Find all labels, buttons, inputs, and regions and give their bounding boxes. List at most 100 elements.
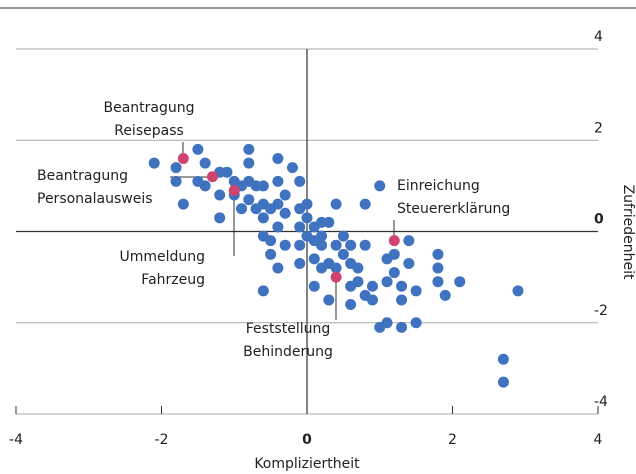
point [228, 184, 240, 196]
point [454, 276, 466, 288]
point [410, 285, 422, 297]
point [272, 153, 284, 164]
point [243, 194, 255, 206]
point [243, 143, 255, 155]
point [381, 276, 393, 288]
point [199, 157, 211, 169]
point [294, 175, 306, 187]
point [403, 235, 415, 247]
point [359, 239, 371, 251]
point [396, 321, 408, 333]
point [432, 248, 444, 260]
point [403, 257, 415, 269]
point [286, 162, 298, 174]
y-tick-label: 4 [594, 29, 603, 45]
annotation: Feststellung [246, 321, 331, 337]
point [388, 235, 400, 247]
point [381, 317, 393, 329]
x-tick-label: 4 [594, 432, 603, 448]
point [308, 253, 320, 265]
point [316, 239, 328, 251]
point [236, 203, 248, 215]
point [301, 212, 313, 224]
point [432, 276, 444, 288]
x-tick-label: 0 [302, 432, 312, 448]
annotation: Reisepass [114, 123, 184, 139]
point [337, 248, 349, 260]
point [265, 248, 277, 260]
point [396, 294, 408, 306]
point [352, 262, 364, 274]
point [330, 239, 342, 251]
annotation: Steuererklärung [397, 201, 510, 217]
annotation: Fahrzeug [141, 272, 205, 288]
point [279, 207, 291, 219]
point [352, 276, 364, 288]
point [177, 198, 189, 210]
point [345, 299, 357, 310]
point [301, 198, 313, 210]
point [272, 221, 284, 233]
point [345, 239, 357, 251]
annotation: Beantragung [103, 100, 194, 116]
point [221, 166, 233, 178]
y-tick-label: 0 [594, 212, 604, 228]
point [214, 189, 226, 201]
point [294, 221, 306, 233]
point [206, 171, 218, 183]
point [316, 230, 328, 242]
y-tick-label: -4 [594, 394, 608, 410]
x-tick-label: -2 [155, 432, 169, 448]
y-tick-label: 2 [594, 120, 603, 136]
point [439, 289, 451, 301]
point [497, 353, 509, 365]
point [366, 280, 378, 292]
point [330, 271, 342, 283]
annotation: Einreichung [397, 178, 480, 194]
point [374, 180, 386, 192]
point [294, 257, 306, 269]
point [410, 317, 422, 329]
y-tick-label: -2 [594, 303, 608, 319]
point [388, 267, 400, 279]
point [432, 262, 444, 274]
x-tick-label: -4 [9, 432, 23, 448]
point [330, 262, 342, 274]
point [279, 189, 291, 201]
point [272, 198, 284, 210]
point [497, 376, 509, 388]
point [199, 180, 211, 192]
point [396, 280, 408, 292]
point [170, 162, 182, 174]
point [192, 143, 204, 155]
annotation: Beantragung [37, 168, 128, 184]
point [337, 230, 349, 242]
point [512, 285, 524, 297]
x-tick-label: 2 [448, 432, 457, 448]
point [177, 153, 189, 164]
annotation: Personalausweis [37, 191, 153, 207]
point [272, 175, 284, 187]
point [294, 239, 306, 251]
point [323, 294, 335, 306]
point [359, 198, 371, 210]
point [243, 157, 255, 169]
point [330, 198, 342, 210]
point [279, 239, 291, 251]
point [272, 262, 284, 274]
point [366, 294, 378, 306]
x-axis-label: Kompliziertheit [254, 456, 360, 472]
point [323, 216, 335, 228]
point [257, 180, 269, 192]
point [308, 280, 320, 292]
annotation: Behinderung [243, 344, 333, 360]
point [214, 212, 226, 224]
point [265, 235, 277, 247]
point [257, 285, 269, 297]
annotation: Ummeldung [119, 249, 205, 265]
point [148, 157, 160, 169]
point [170, 175, 182, 187]
y-axis-label: Zufriedenheit [620, 185, 636, 280]
point [257, 212, 269, 224]
